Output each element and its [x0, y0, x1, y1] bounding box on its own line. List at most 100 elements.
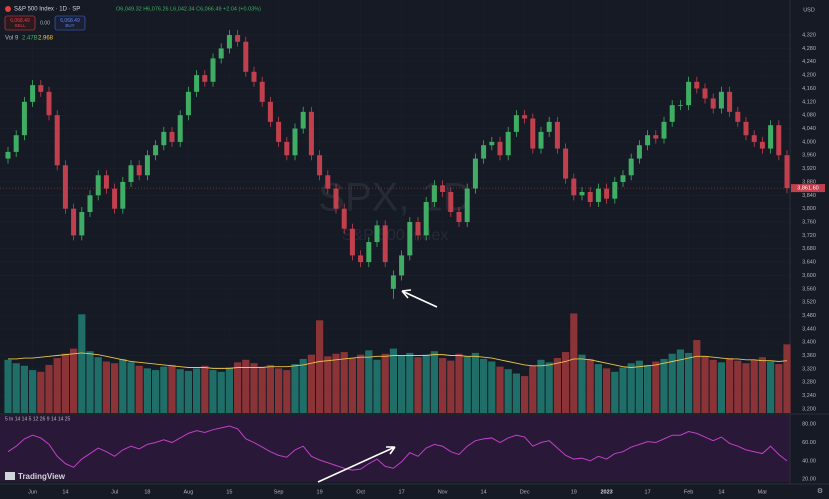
volume-bar [430, 351, 438, 413]
rsi-tick-label: 80.00 [802, 422, 816, 428]
y-tick-label: 4,040 [802, 126, 816, 132]
volume-bar [29, 370, 37, 413]
candle-body [505, 131, 511, 156]
candle-body [456, 212, 462, 223]
volume-bar [685, 352, 693, 413]
candle-body [579, 191, 585, 196]
volume-bar [553, 358, 561, 413]
candle-body [743, 121, 749, 136]
symbol-icon [5, 6, 11, 12]
candle-body [54, 115, 60, 166]
candle-body [694, 81, 700, 89]
sell-label: SELL [14, 23, 26, 28]
volume-legend: Vol 9 [5, 36, 19, 42]
candle-body [120, 181, 126, 209]
candle-body [194, 75, 200, 92]
volume-bar [717, 362, 725, 413]
volume-bar [135, 365, 143, 413]
candle-body [554, 121, 560, 149]
x-tick-label: Aug [184, 489, 194, 495]
volume-value-a: 2.47B [22, 36, 38, 42]
volume-bar [726, 358, 734, 413]
candle-body [612, 181, 618, 199]
plot: 3,200 3,240 3,280 3,320 3,360 3,400 3,440 3,480… [0, 30, 825, 495]
y-tick-label: 3,640 [802, 260, 816, 266]
candle-body [38, 85, 44, 92]
volume-bar [20, 365, 28, 413]
candle-body [661, 121, 667, 139]
volume-bar [225, 367, 233, 413]
candle-body [784, 155, 790, 189]
volume-bar [53, 358, 61, 413]
x-tick-label: Oct [356, 489, 365, 495]
y-tick-label: 4,160 [802, 86, 816, 92]
candle-body [21, 101, 27, 136]
x-tick-label: 14 [62, 489, 68, 495]
y-tick-label: 3,280 [802, 380, 816, 386]
volume-bar [693, 340, 701, 413]
candle-body [571, 178, 577, 196]
candle-body [399, 255, 405, 276]
y-tick-label: 3,560 [802, 286, 816, 292]
candle-body [153, 145, 159, 156]
y-tick-label: 3,840 [802, 193, 816, 199]
candle-body [218, 48, 224, 59]
y-tick-label: 4,200 [802, 73, 816, 79]
x-tick-label: Nov [438, 489, 448, 495]
candle-body [431, 185, 437, 202]
volume-bar [340, 352, 348, 413]
candle-body [538, 131, 544, 149]
y-tick-label: 3,760 [802, 219, 816, 225]
y-tick-label: 3,320 [802, 366, 816, 372]
candle-body [366, 242, 372, 263]
buy-button[interactable] [54, 15, 86, 31]
x-tick-label: Jul [111, 489, 118, 495]
brand-logo [5, 472, 15, 480]
volume-bar [701, 356, 709, 413]
y-tick-label: 3,360 [802, 353, 816, 359]
volume-bar [635, 360, 643, 413]
sell-button[interactable] [4, 15, 36, 31]
volume-bar [70, 348, 78, 413]
volume-bar [562, 352, 570, 413]
volume-bar [447, 360, 455, 413]
x-tick-label: Feb [684, 489, 693, 495]
settings-icon[interactable]: ⚙ [817, 487, 823, 495]
x-tick-label: 19 [571, 489, 577, 495]
rsi-legend: 5 In 14 14 5 12 26 9 14 14 25 [5, 416, 71, 422]
x-tick-label: 17 [645, 489, 651, 495]
candle-body [349, 228, 355, 256]
last-price-label: 3,861.60 [797, 186, 818, 192]
candle-body [390, 275, 396, 289]
annotation-arrows [317, 289, 438, 483]
volume-bar [742, 363, 750, 413]
candle-body [235, 35, 241, 42]
candle-body [423, 201, 429, 236]
candle-body [325, 175, 331, 189]
volume-bar [184, 370, 192, 413]
candle-body [440, 185, 446, 192]
candle-body [636, 145, 642, 159]
y-tick-label: 3,920 [802, 166, 816, 172]
x-tick-label: Sep [274, 489, 284, 495]
candle-body [595, 188, 601, 202]
candle-body [103, 175, 109, 189]
candle-body [317, 155, 323, 176]
candle-body [735, 111, 741, 122]
buy-price: 6,068.49 [60, 18, 80, 24]
y-tick-label: 3,480 [802, 313, 816, 319]
volume-bar [193, 368, 201, 413]
candle-body [415, 222, 421, 236]
volume-bar [439, 358, 447, 413]
volume-bar [12, 363, 20, 413]
candle-body [128, 165, 134, 182]
candle-body [308, 111, 314, 156]
candle-body [513, 115, 519, 132]
volume-bar [381, 353, 389, 413]
volume-bar [291, 364, 299, 413]
volume-bar [660, 358, 668, 413]
x-tick-label: Dec [520, 489, 530, 495]
y-tick-label: 3,400 [802, 340, 816, 346]
rsi-tick-label: 20.00 [802, 477, 816, 483]
